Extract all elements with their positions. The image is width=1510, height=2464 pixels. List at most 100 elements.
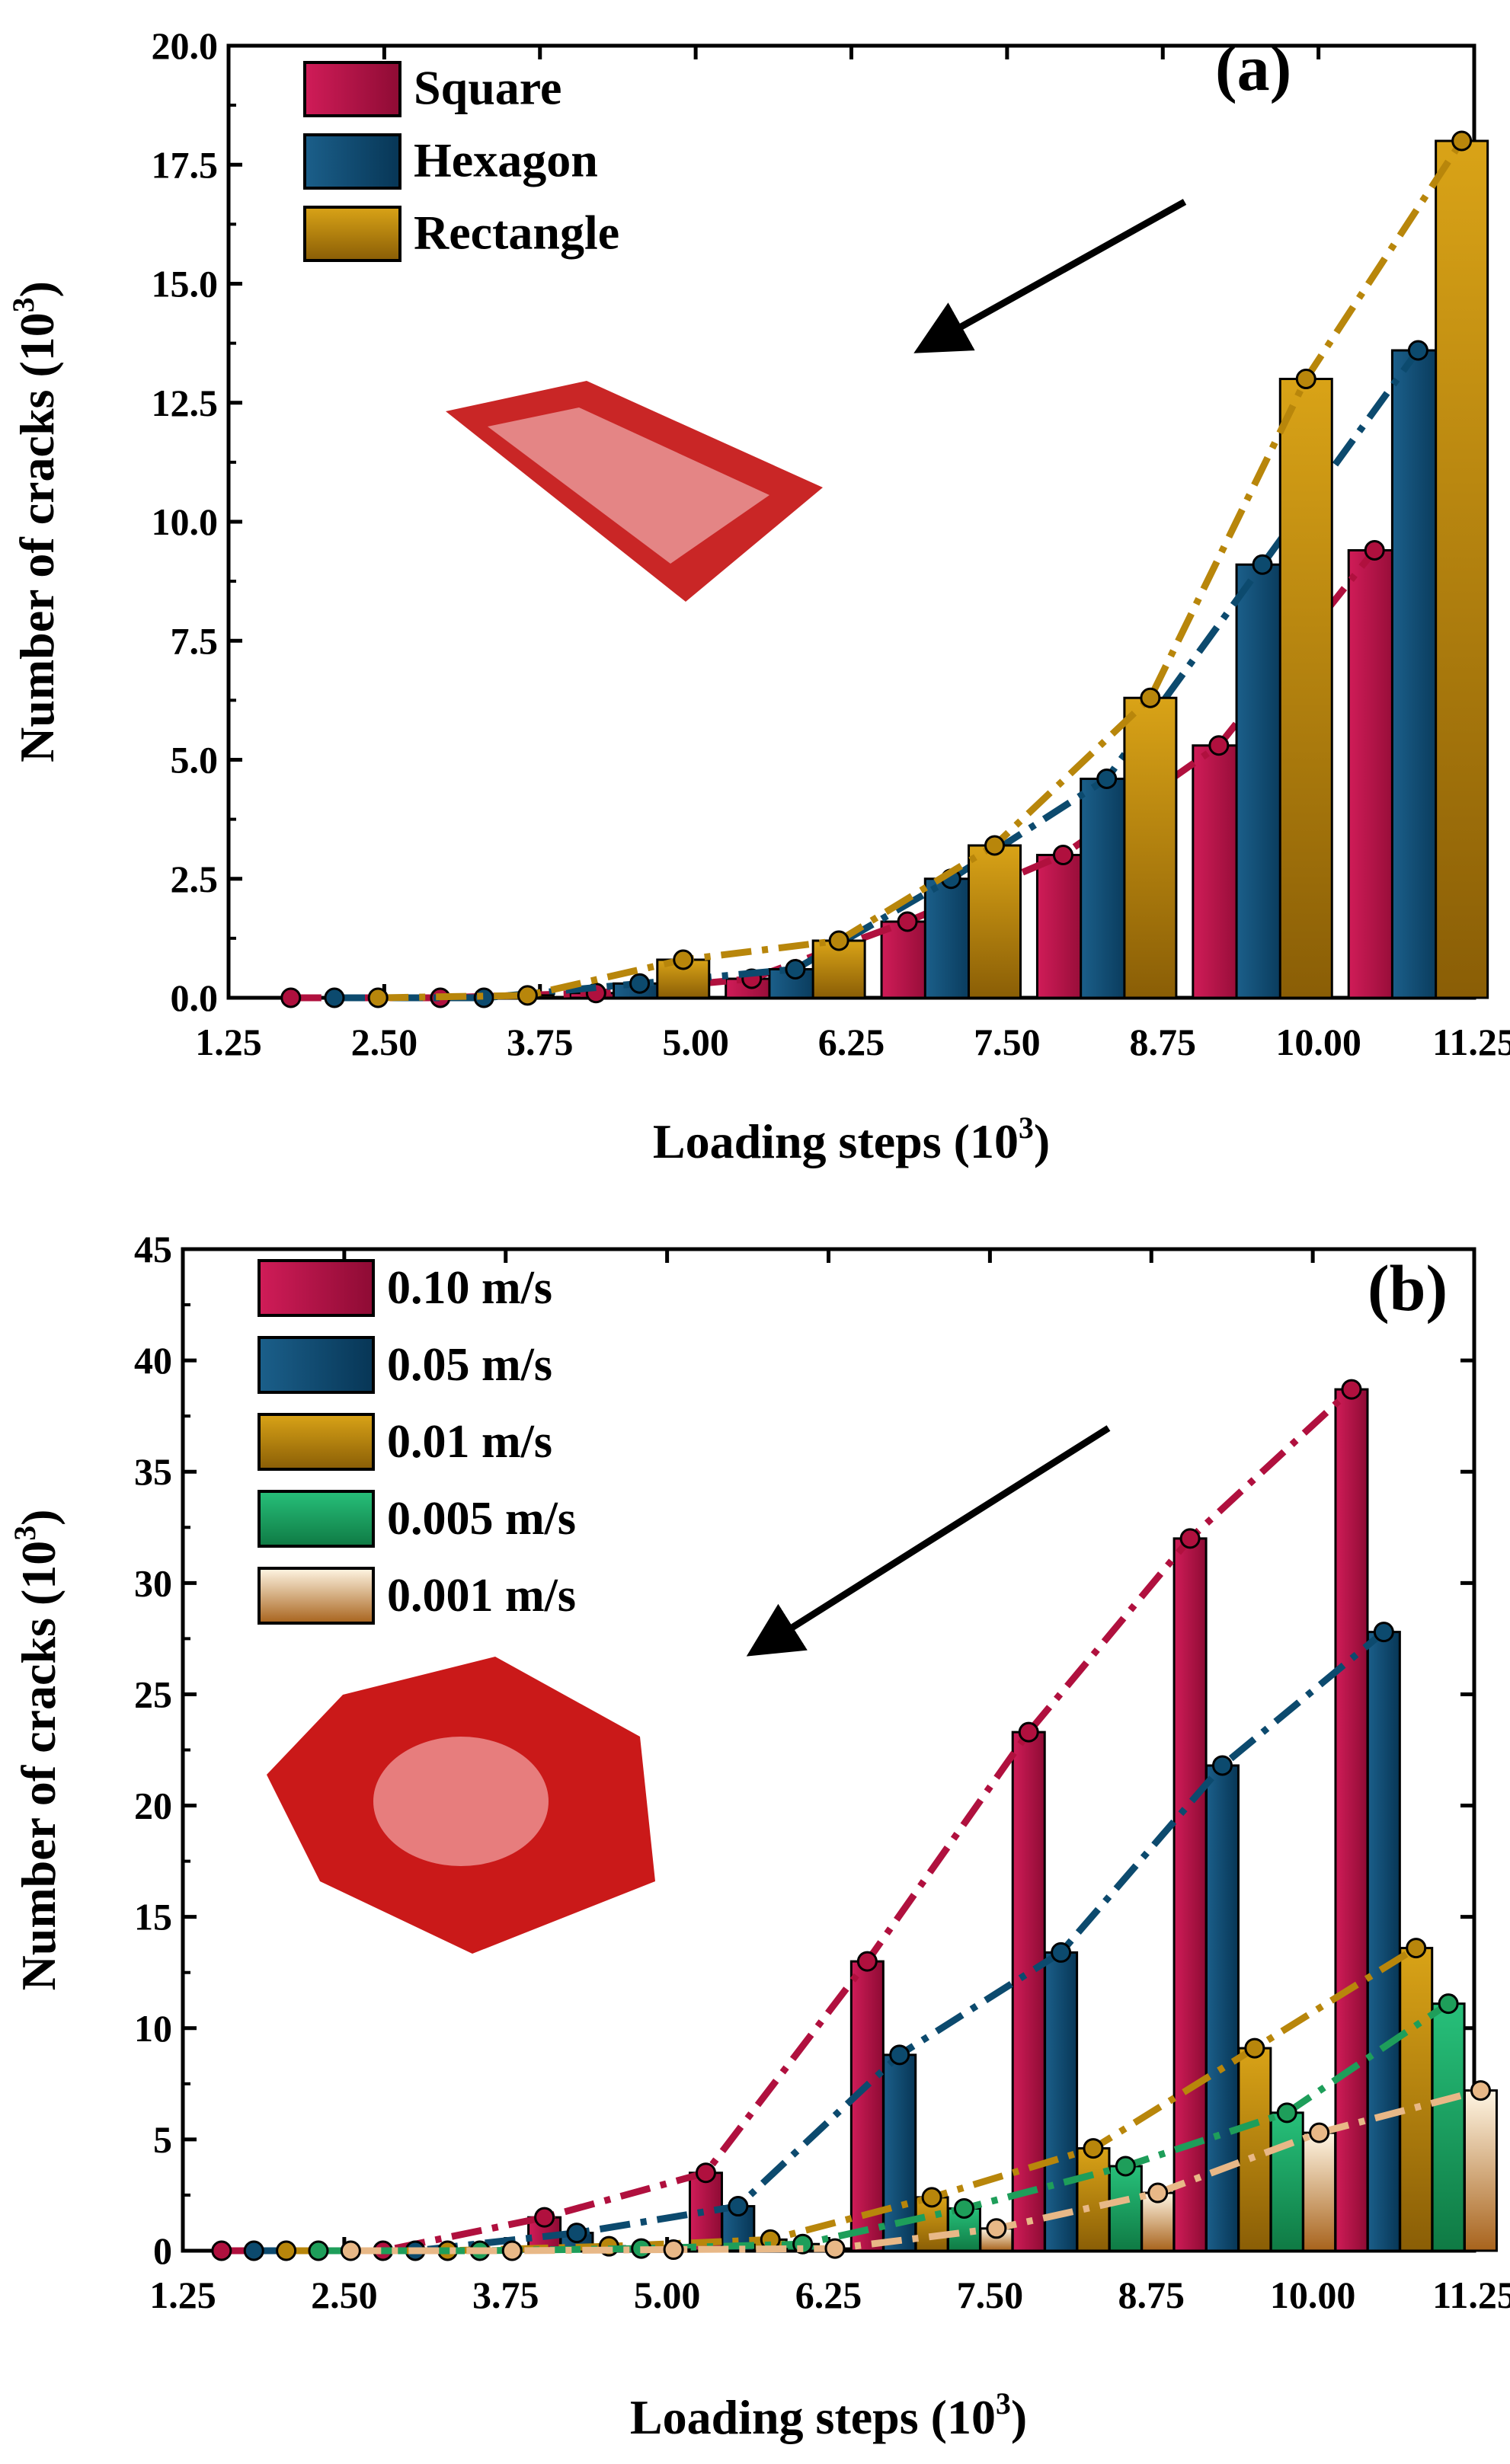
data-point (663, 2239, 684, 2261)
data-point (243, 2240, 264, 2261)
legend-label: 0.01 m/s (387, 1416, 552, 1468)
y-tick-label: 20 (134, 1785, 172, 1827)
data-point (728, 2196, 749, 2217)
data-point (1179, 1528, 1201, 1549)
bar (1431, 2002, 1466, 2252)
data-point (984, 835, 1006, 856)
legend-label: Square (414, 61, 561, 115)
panel-label: (a) (1215, 31, 1291, 104)
data-point (1373, 1622, 1394, 1643)
inset-hexagon-hole (373, 1737, 549, 1866)
x-tick-label: 3.75 (472, 2274, 539, 2316)
bar (849, 1960, 885, 2252)
data-point (856, 1951, 878, 1972)
y-tick-label: 5.0 (171, 739, 219, 781)
data-point (308, 2240, 329, 2261)
x-tick-label: 2.50 (311, 2274, 378, 2316)
bar (1269, 2111, 1304, 2252)
data-point (785, 959, 806, 980)
x-tick-label: 2.50 (351, 1021, 418, 1063)
bar (1366, 1631, 1401, 2252)
y-tick-label: 0.0 (171, 976, 219, 1019)
legend-swatch (258, 1413, 375, 1471)
inset-square-hole (488, 407, 769, 564)
x-tick-label: 11.25 (1432, 2274, 1510, 2316)
data-point (280, 987, 302, 1008)
legend-label: 0.10 m/s (387, 1262, 552, 1314)
legend-swatch (303, 206, 401, 262)
legend-swatch (303, 133, 401, 190)
data-point (986, 2218, 1007, 2239)
x-tick-label: 7.50 (957, 2274, 1024, 2316)
data-point (1051, 1941, 1072, 1963)
chart-panel-1: 0.0 2.5 5.0 7.5 10.0 12.5 15.0 17.5 20.0 1.25 2.50… (7, 24, 1510, 1168)
arrow-b (746, 1425, 1111, 1657)
chart-panel-2: 0 5 10 15 20 25 30 35 40 45 1.25 2.50 3.75 5.00 6.25 7.… (8, 1228, 1510, 2444)
y-tick-label: 35 (134, 1450, 172, 1493)
y-tick-label: 45 (134, 1228, 172, 1270)
y-tick-label: 40 (134, 1339, 172, 1382)
data-point (1364, 540, 1385, 561)
data-point (276, 2240, 297, 2261)
data-point (828, 930, 849, 951)
legend-label: 0.001 m/s (387, 1570, 576, 1622)
data-point (673, 949, 694, 970)
x-tick-label: 8.75 (1130, 1021, 1197, 1063)
legend-swatch (303, 61, 401, 117)
data-point (1147, 2182, 1169, 2204)
legend: 0.10 m/s 0.05 m/s 0.01 m/s 0.005 m/s 0.001 m… (258, 1259, 576, 1625)
bar (1044, 1951, 1079, 2252)
data-point (1211, 1755, 1233, 1776)
series-5 (340, 2080, 1498, 2261)
x-axis-label-exp: 3 (1019, 1111, 1034, 1145)
trend-line (378, 139, 1465, 1002)
y-axis-label: Number of cracks (103) (7, 281, 64, 762)
data-point (1244, 2037, 1265, 2059)
legend-label: 0.05 m/s (387, 1339, 552, 1391)
inset-hexagon-specimen (267, 1657, 655, 1954)
bar (1076, 2147, 1111, 2252)
y-axis-label-exp: 3 (8, 1526, 42, 1541)
y-tick-label: 10.0 (152, 500, 219, 543)
x-tick-label: 8.75 (1118, 2274, 1185, 2316)
y-tick-label: 30 (134, 1561, 172, 1604)
y-axis-label: Number of cracks (103) (8, 1510, 66, 1991)
data-point (1252, 554, 1273, 575)
legend-swatch (258, 1567, 375, 1625)
y-tick-label: 0 (153, 2229, 172, 2272)
trend-line (350, 2087, 1482, 2255)
x-tick-label: 6.25 (818, 1021, 885, 1063)
x-tick-label: 7.50 (974, 1021, 1041, 1063)
y-tick-label: 17.5 (152, 143, 219, 186)
y-tick-label: 2.5 (171, 858, 219, 900)
legend-label: 0.005 m/s (387, 1493, 576, 1545)
y-axis-label-close: ) (11, 1510, 66, 1526)
data-point (629, 973, 651, 994)
inset-square-specimen (446, 381, 823, 602)
data-point (1309, 2122, 1330, 2143)
x-tick-label: 11.25 (1432, 1021, 1510, 1063)
data-point (566, 2223, 587, 2244)
x-axis-label: Loading steps (103) (653, 1111, 1050, 1168)
data-point (1208, 735, 1230, 756)
x-axis-label-exp: 3 (996, 2387, 1011, 2421)
data-point (953, 2197, 974, 2219)
y-tick-label: 10 (134, 2007, 172, 2050)
bar (1334, 1388, 1369, 2252)
x-tick-label: 5.00 (634, 2274, 701, 2316)
data-point (1341, 1379, 1362, 1400)
legend-swatch (258, 1259, 375, 1317)
y-axis-label-exp: 3 (7, 297, 40, 312)
panel-label: (b) (1368, 1251, 1448, 1325)
y-tick-label: 20.0 (152, 24, 219, 67)
data-point (897, 911, 918, 932)
data-point (517, 985, 538, 1006)
data-point (367, 987, 389, 1008)
bar (1435, 139, 1489, 999)
data-point (1451, 130, 1473, 152)
x-axis-label: Loading steps (103) (630, 2387, 1027, 2444)
data-point (1470, 2080, 1491, 2101)
data-point (824, 2238, 846, 2259)
